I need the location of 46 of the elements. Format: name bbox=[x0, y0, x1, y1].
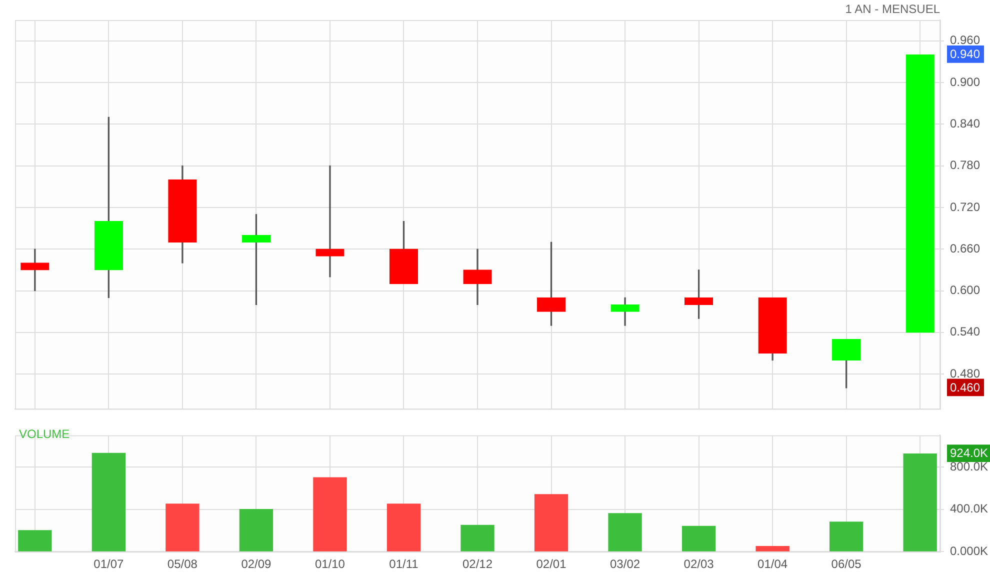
bar bbox=[460, 524, 494, 552]
x-tick-label: 02/12 bbox=[462, 557, 493, 572]
y-tick-label: 0.000K bbox=[950, 544, 988, 558]
x-tick-label: 03/02 bbox=[610, 557, 640, 572]
x-tick-label: 02/03 bbox=[684, 557, 714, 572]
bar bbox=[903, 453, 937, 552]
bar bbox=[829, 522, 864, 552]
bar bbox=[386, 504, 421, 552]
candlestick bbox=[610, 297, 640, 326]
bar bbox=[756, 546, 790, 552]
x-tick-label: 01/10 bbox=[314, 557, 346, 572]
y-tick-label: 0.940 bbox=[950, 47, 980, 62]
candlestick bbox=[168, 165, 197, 264]
chart-title: VOLUME bbox=[19, 427, 70, 441]
candlestick bbox=[463, 248, 492, 305]
bar bbox=[166, 504, 200, 552]
bar bbox=[18, 530, 52, 552]
y-tick-label: 0.600 bbox=[950, 283, 980, 298]
chart-subtitle: 1 AN - MENSUEL bbox=[845, 2, 940, 16]
bar bbox=[92, 452, 126, 552]
x-tick-label: 01/07 bbox=[94, 557, 124, 572]
y-tick-label: 0.900 bbox=[950, 74, 980, 89]
y-tick-label: 0.480 bbox=[950, 366, 980, 380]
y-tick-label: 0.460 bbox=[950, 380, 980, 394]
y-tick-label: 0.660 bbox=[950, 241, 980, 256]
y-tick-label: 0.840 bbox=[950, 116, 980, 130]
y-tick-label: 0.960 bbox=[950, 33, 980, 48]
bar bbox=[608, 513, 642, 552]
bar bbox=[239, 508, 274, 552]
x-tick-label: 06/05 bbox=[831, 557, 862, 572]
bar bbox=[682, 526, 716, 552]
y-tick-label: 800.0K bbox=[950, 459, 988, 474]
y-tick-label: 0.780 bbox=[950, 158, 980, 172]
y-tick-label: 0.540 bbox=[950, 324, 980, 339]
candlestick bbox=[758, 297, 787, 361]
y-tick-label: 924.0K bbox=[950, 446, 988, 460]
x-tick-label: 01/11 bbox=[389, 557, 419, 572]
x-tick-label: 02/09 bbox=[241, 557, 272, 572]
x-tick-label: 02/01 bbox=[536, 557, 567, 572]
y-tick-label: 400.0K bbox=[950, 502, 988, 516]
bar bbox=[534, 494, 568, 552]
y-tick-label: 0.720 bbox=[950, 200, 980, 214]
x-tick-label: 05/08 bbox=[167, 557, 198, 572]
bar bbox=[313, 477, 347, 552]
x-tick-label: 01/04 bbox=[758, 557, 788, 572]
candlestick bbox=[316, 165, 344, 278]
